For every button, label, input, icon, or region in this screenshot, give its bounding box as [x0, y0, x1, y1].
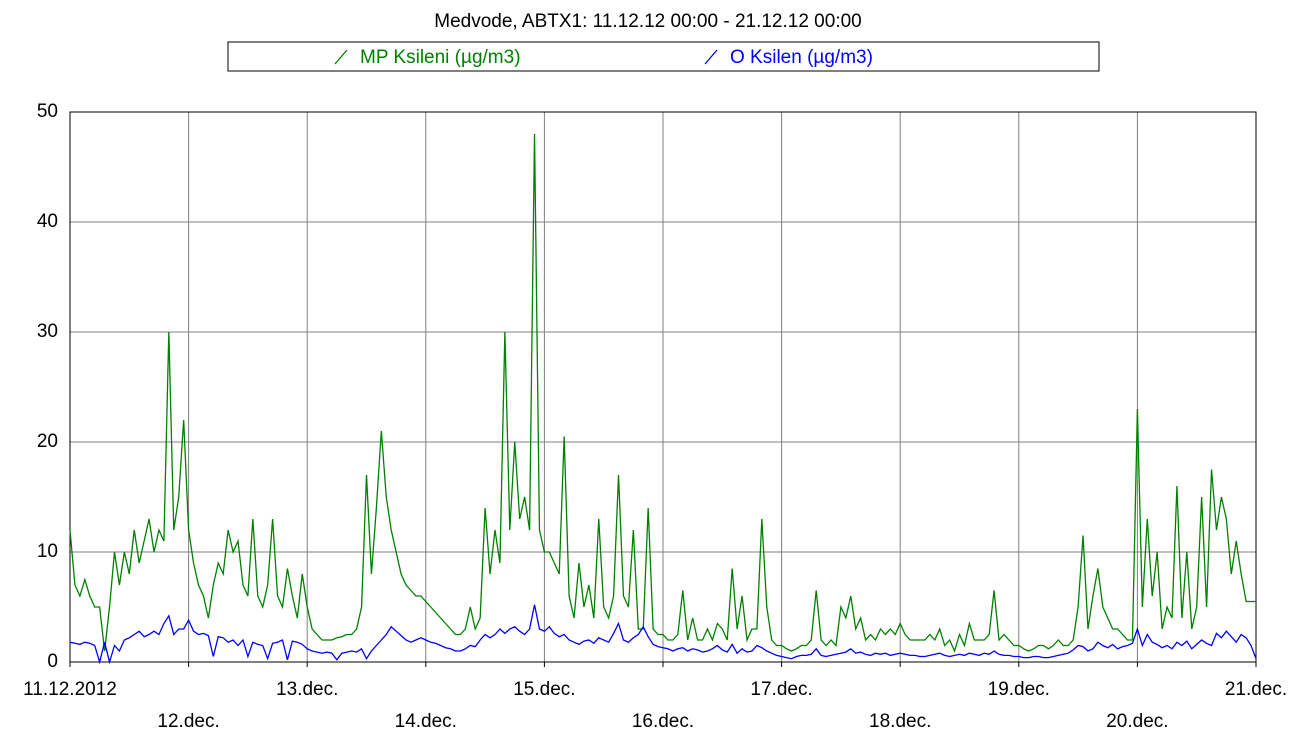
series-line	[69, 604, 1257, 665]
legend-box	[227, 41, 1100, 72]
x-tick-label: 18.dec.	[869, 711, 931, 732]
x-tick-label: 20.dec.	[1106, 711, 1168, 732]
legend-icon	[704, 49, 718, 65]
plot-frame	[69, 111, 1257, 663]
legend-label: MP Ksileni (µg/m3)	[360, 47, 521, 68]
x-tick-label: 12.dec.	[157, 711, 219, 732]
y-tick-label: 0	[47, 651, 58, 672]
legend-label: O Ksilen (µg/m3)	[730, 47, 873, 68]
legend-icon	[334, 49, 348, 65]
chart-title: Medvode, ABTX1: 11.12.12 00:00 - 21.12.1…	[434, 11, 861, 32]
x-tick-label: 11.12.2012	[23, 679, 117, 700]
y-tick-label: 20	[37, 431, 58, 452]
x-tick-label: 16.dec.	[632, 711, 694, 732]
x-tick-label: 13.dec.	[276, 679, 338, 700]
y-tick-label: 40	[37, 211, 58, 232]
x-tick-label: 17.dec.	[750, 679, 812, 700]
y-tick-label: 10	[37, 541, 58, 562]
x-tick-label: 19.dec.	[988, 679, 1050, 700]
x-tick-label: 15.dec.	[513, 679, 575, 700]
series-line	[69, 133, 1256, 653]
y-tick-label: 50	[37, 101, 58, 122]
x-tick-label: 21.dec.	[1225, 679, 1287, 700]
y-tick-label: 30	[37, 321, 58, 342]
x-tick-label: 14.dec.	[395, 711, 457, 732]
